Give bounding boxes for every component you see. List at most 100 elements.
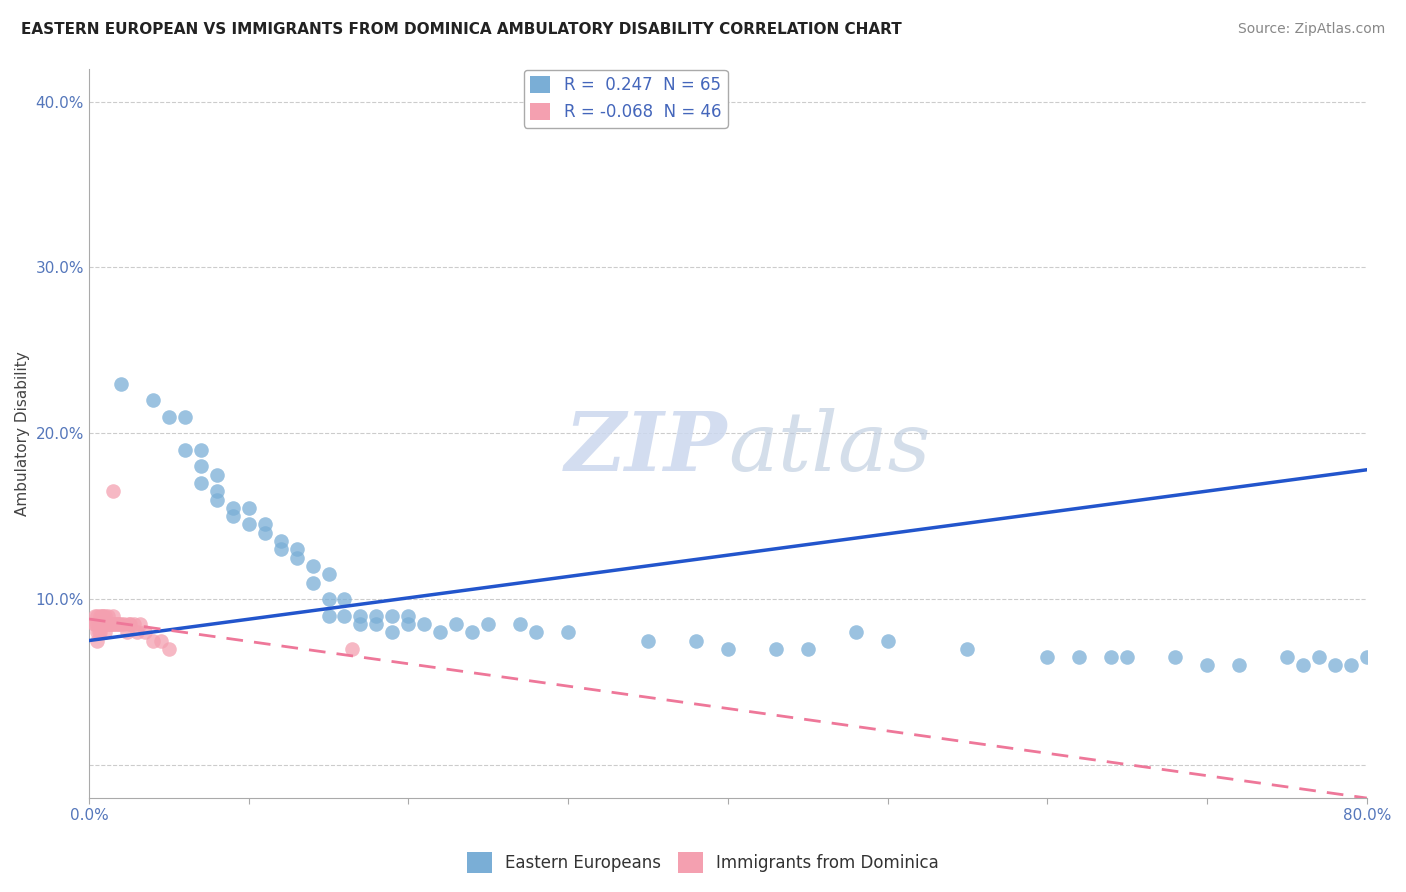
Point <box>94 617 117 632</box>
Point <box>685 633 707 648</box>
Point <box>477 617 499 632</box>
Point <box>342 641 364 656</box>
Point <box>90 617 112 632</box>
Point <box>446 617 468 632</box>
Point <box>86 617 108 632</box>
Point <box>100 617 122 632</box>
Point <box>349 608 371 623</box>
Point <box>637 633 659 648</box>
Point <box>717 641 740 656</box>
Point <box>333 608 356 623</box>
Legend: R =  0.247  N = 65, R = -0.068  N = 46: R = 0.247 N = 65, R = -0.068 N = 46 <box>523 70 728 128</box>
Point <box>90 608 112 623</box>
Point <box>173 409 195 424</box>
Point <box>1036 650 1059 665</box>
Point <box>87 617 110 632</box>
Point <box>94 625 117 640</box>
Point <box>1116 650 1139 665</box>
Point <box>876 633 898 648</box>
Point <box>1308 650 1330 665</box>
Point <box>1275 650 1298 665</box>
Point <box>461 625 484 640</box>
Point <box>205 467 228 482</box>
Point <box>557 625 579 640</box>
Point <box>396 608 419 623</box>
Text: atlas: atlas <box>728 408 931 488</box>
Point <box>86 633 108 648</box>
Point <box>101 608 124 623</box>
Point <box>1340 658 1362 673</box>
Point <box>125 625 148 640</box>
Point <box>134 625 156 640</box>
Point <box>366 617 388 632</box>
Point <box>173 442 195 457</box>
Point <box>318 567 340 582</box>
Point <box>509 617 531 632</box>
Point <box>110 617 132 632</box>
Point <box>108 617 131 632</box>
Point <box>112 617 135 632</box>
Point <box>1227 658 1250 673</box>
Point <box>1355 650 1378 665</box>
Point <box>1292 658 1315 673</box>
Point <box>366 608 388 623</box>
Point <box>1164 650 1187 665</box>
Point <box>107 617 129 632</box>
Point <box>117 625 139 640</box>
Point <box>96 617 118 632</box>
Point <box>238 517 260 532</box>
Point <box>413 617 436 632</box>
Point <box>221 500 243 515</box>
Point <box>97 608 120 623</box>
Point <box>318 592 340 607</box>
Text: ZIP: ZIP <box>565 408 728 488</box>
Point <box>381 625 404 640</box>
Point <box>796 641 818 656</box>
Point <box>94 617 117 632</box>
Point <box>89 608 111 623</box>
Point <box>318 608 340 623</box>
Y-axis label: Ambulatory Disability: Ambulatory Disability <box>15 351 30 516</box>
Point <box>91 608 114 623</box>
Point <box>524 625 547 640</box>
Point <box>89 625 111 640</box>
Point <box>120 617 142 632</box>
Point <box>301 575 323 590</box>
Point <box>1197 658 1219 673</box>
Point <box>429 625 451 640</box>
Point <box>253 525 276 540</box>
Point <box>83 617 105 632</box>
Point <box>142 633 165 648</box>
Point <box>765 641 787 656</box>
Point <box>845 625 868 640</box>
Point <box>142 393 165 408</box>
Point <box>1099 650 1122 665</box>
Point <box>349 617 371 632</box>
Point <box>381 608 404 623</box>
Point <box>129 617 152 632</box>
Legend: Eastern Europeans, Immigrants from Dominica: Eastern Europeans, Immigrants from Domin… <box>460 846 946 880</box>
Point <box>101 484 124 499</box>
Point <box>270 542 292 557</box>
Point <box>333 592 356 607</box>
Point <box>149 633 172 648</box>
Point <box>89 617 111 632</box>
Point <box>205 492 228 507</box>
Point <box>221 509 243 524</box>
Point <box>122 617 145 632</box>
Point <box>84 608 107 623</box>
Point <box>190 459 212 474</box>
Point <box>1323 658 1346 673</box>
Point <box>105 617 128 632</box>
Point <box>101 617 124 632</box>
Point <box>190 442 212 457</box>
Point <box>91 617 114 632</box>
Point <box>84 617 107 632</box>
Point <box>1069 650 1091 665</box>
Point <box>118 617 141 632</box>
Point <box>285 542 308 557</box>
Point <box>238 500 260 515</box>
Point <box>205 484 228 499</box>
Point <box>103 617 125 632</box>
Text: Source: ZipAtlas.com: Source: ZipAtlas.com <box>1237 22 1385 37</box>
